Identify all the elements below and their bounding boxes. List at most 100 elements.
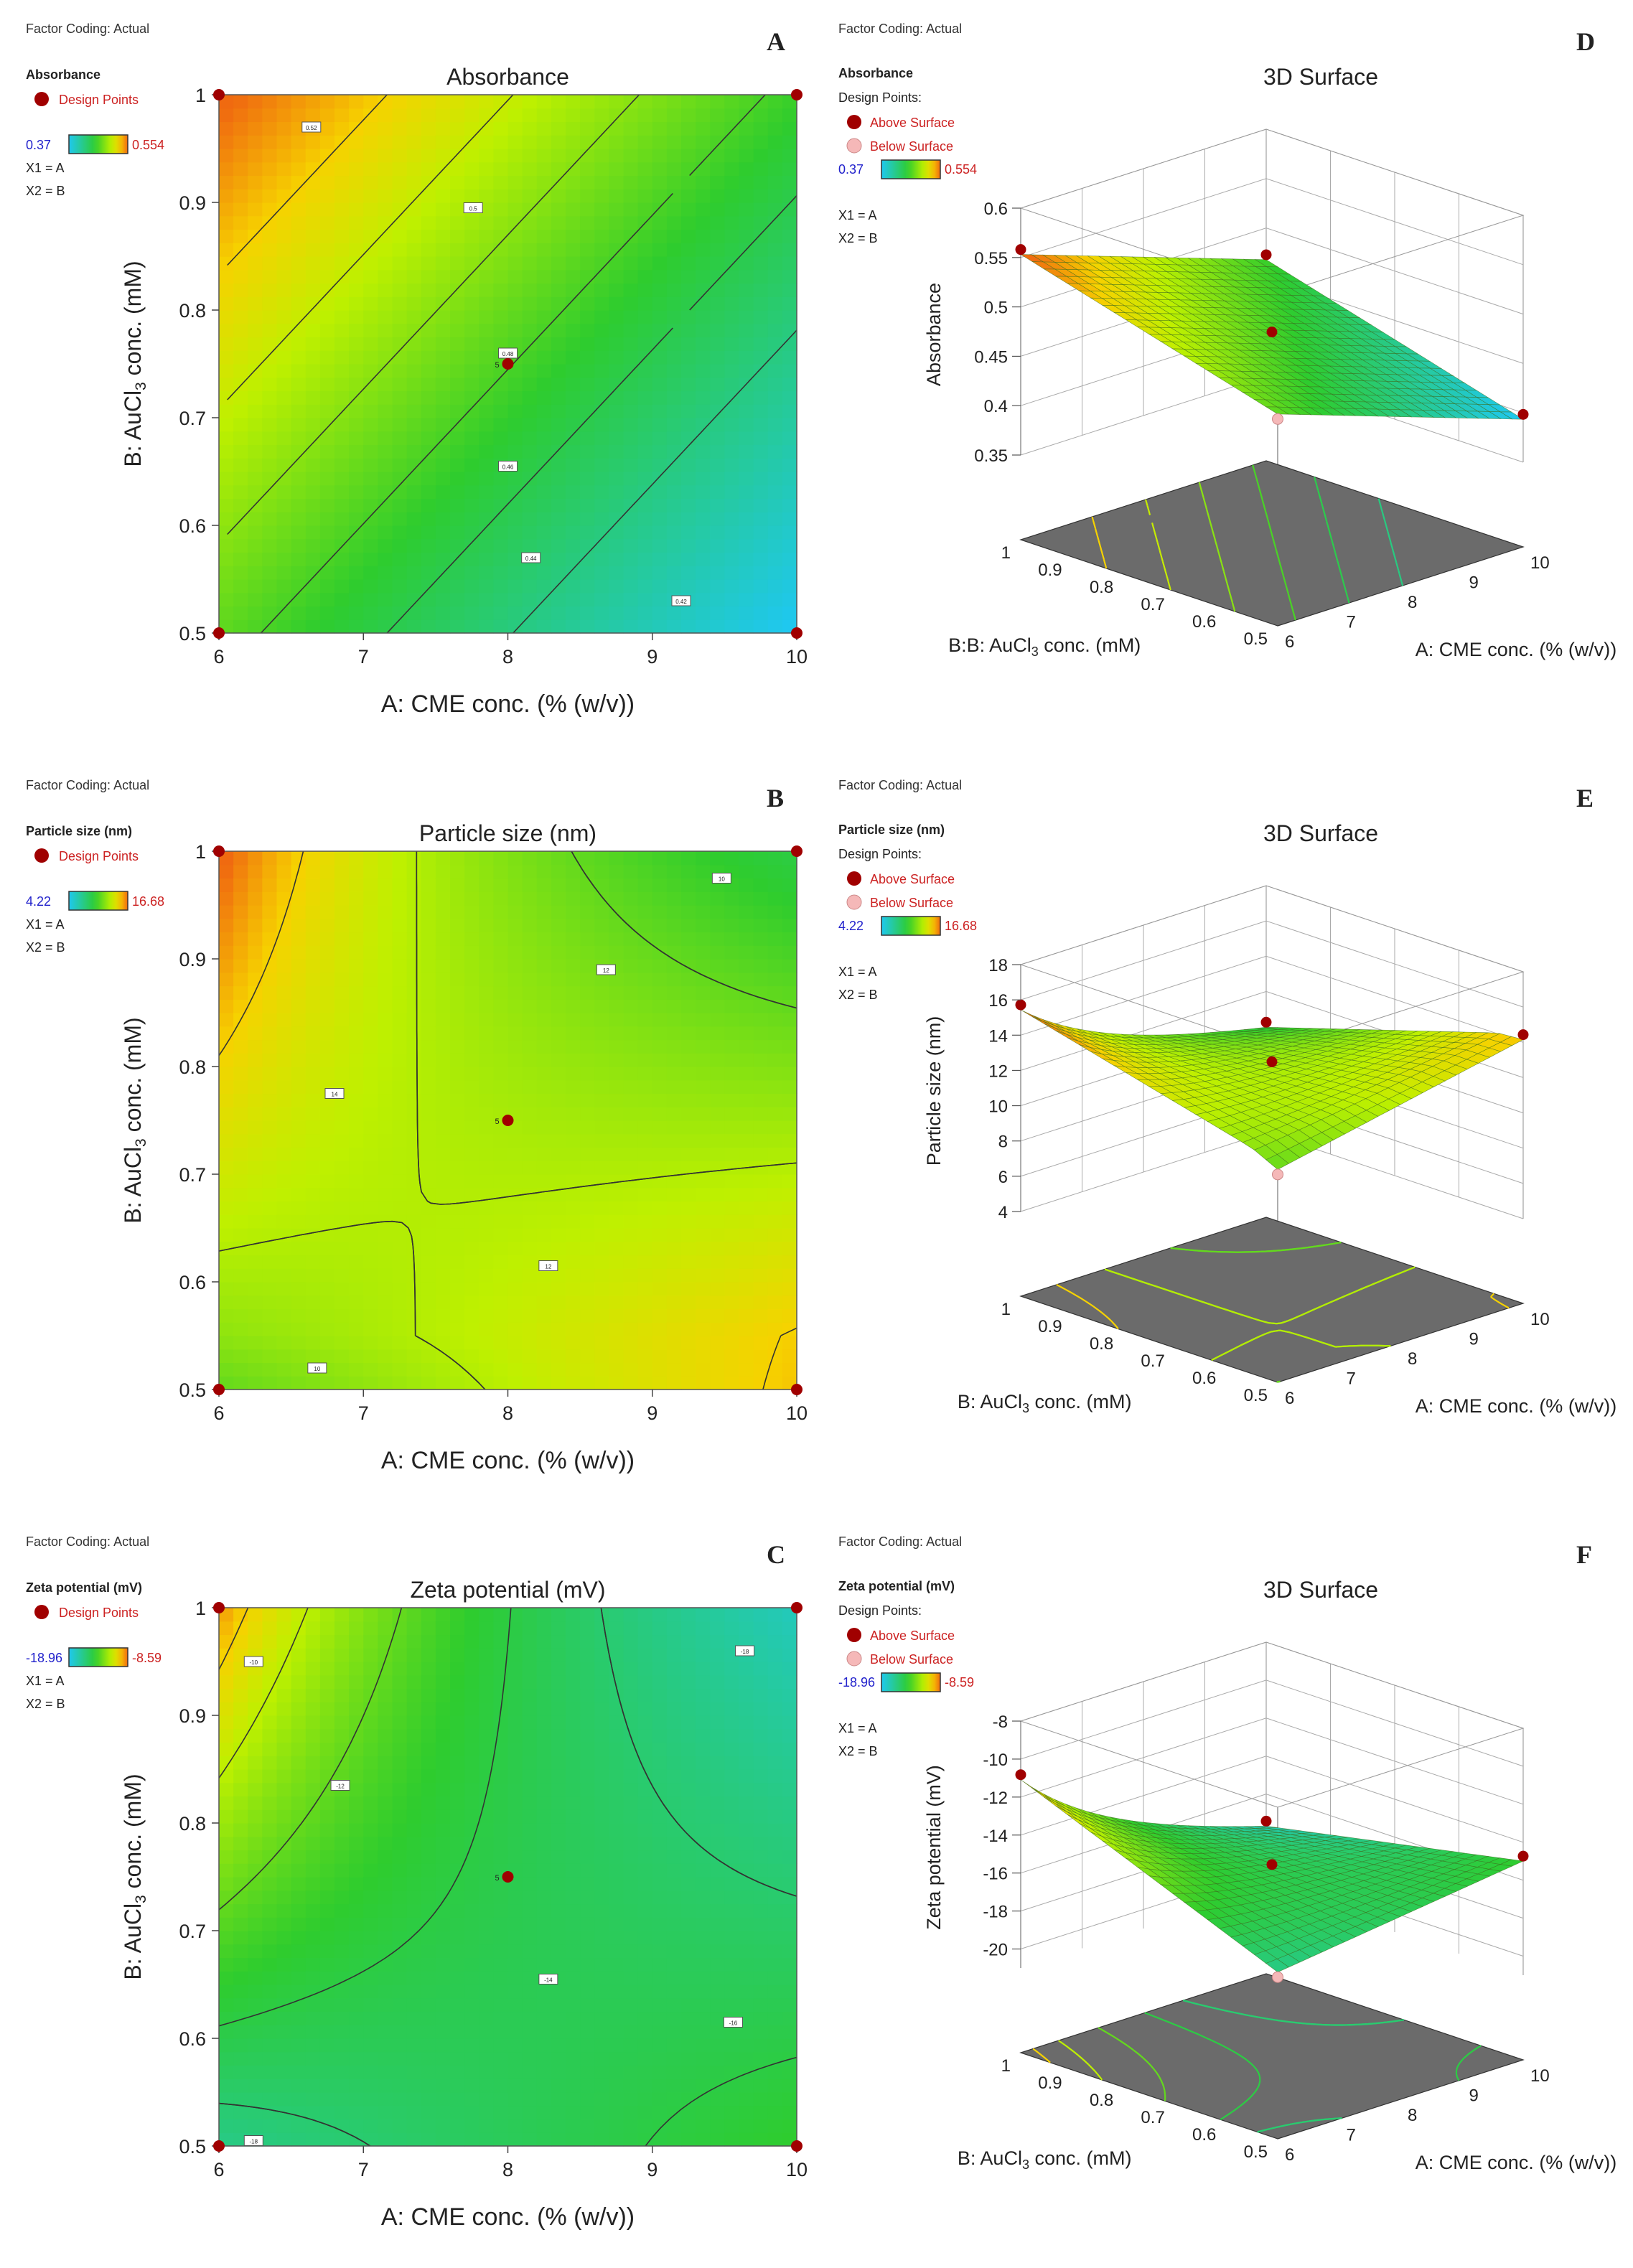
heatmap-cell	[522, 1863, 538, 1878]
heatmap-cell	[334, 1161, 350, 1175]
heatmap-cell	[551, 1756, 566, 1770]
heatmap-cell	[681, 525, 696, 540]
heatmap-cell	[710, 135, 725, 149]
heatmap-cell	[681, 121, 696, 136]
heatmap-cell	[580, 2132, 595, 2147]
heatmap-cell	[406, 215, 422, 230]
heatmap-cell	[291, 2038, 307, 2053]
heatmap-cell	[392, 1201, 408, 1215]
heatmap-cell	[753, 579, 769, 594]
heatmap-cell	[609, 2038, 624, 2053]
heatmap-cell	[305, 1903, 321, 1918]
heatmap-cell	[623, 619, 639, 634]
heatmap-cell	[739, 1985, 754, 1999]
heatmap-cell	[219, 1688, 234, 1702]
heatmap-cell	[406, 985, 422, 1000]
heatmap-cell	[724, 1214, 740, 1229]
heatmap-cell	[378, 1877, 393, 1891]
heatmap-cell	[450, 2105, 465, 2120]
heatmap-cell	[739, 1214, 754, 1229]
heatmap-cell	[536, 1039, 552, 1054]
heatmap-cell	[464, 364, 479, 378]
heatmap-cell	[594, 1026, 609, 1041]
heatmap-cell	[594, 1621, 609, 1636]
heatmap-cell	[219, 1161, 234, 1175]
heatmap-cell	[291, 1039, 307, 1054]
heatmap-cell	[378, 404, 393, 418]
heatmap-cell	[710, 1756, 725, 1770]
heatmap-cell	[739, 2132, 754, 2147]
heatmap-cell	[551, 1782, 566, 1797]
heatmap-cell	[219, 864, 234, 879]
heatmap-cell	[767, 1039, 783, 1054]
heatmap-cell	[782, 108, 797, 123]
heatmap-cell	[551, 1067, 566, 1081]
heatmap-cell	[493, 932, 509, 946]
heatmap-cell	[233, 959, 248, 973]
heatmap-cell	[406, 1674, 422, 1690]
heatmap-cell	[767, 444, 783, 459]
heatmap-cell	[536, 283, 552, 297]
heatmap-cell	[696, 2038, 711, 2053]
heatmap-cell	[637, 525, 653, 540]
heatmap-cell	[305, 1174, 321, 1189]
heatmap-cell	[406, 377, 422, 392]
heatmap-cell	[493, 1079, 509, 1095]
heatmap-cell	[594, 619, 609, 634]
heatmap-cell	[450, 512, 465, 526]
heatmap-cell	[291, 1796, 307, 1810]
heatmap-cell	[710, 1107, 725, 1121]
heatmap-cell	[637, 404, 653, 418]
heatmap-cell	[551, 1295, 566, 1310]
heatmap-cell	[378, 2065, 393, 2079]
heatmap-cell	[580, 579, 595, 594]
heatmap-cell	[450, 1957, 465, 1972]
heatmap-cell	[450, 999, 465, 1013]
heatmap-cell	[262, 2105, 278, 2120]
heatmap-cell	[319, 2132, 335, 2147]
heatmap-cell	[566, 1362, 581, 1377]
heatmap-cell	[507, 1093, 523, 1107]
heatmap-cell	[363, 1067, 378, 1081]
heatmap-cell	[551, 108, 566, 123]
heatmap-cell	[421, 864, 436, 879]
heatmap-cell	[551, 1796, 566, 1810]
heatmap-cell	[479, 189, 494, 203]
heatmap-cell	[319, 2119, 335, 2133]
heatmap-cell	[349, 1362, 364, 1377]
heatmap-cell	[291, 2065, 307, 2079]
heatmap-cell	[334, 1836, 350, 1851]
heatmap-cell	[406, 1067, 422, 1081]
heatmap-cell	[276, 444, 292, 459]
heatmap-cell	[363, 2051, 378, 2066]
heatmap-cell	[392, 202, 408, 217]
heatmap-cell	[305, 1688, 321, 1702]
heatmap-cell	[594, 592, 609, 607]
heatmap-cell	[349, 1079, 364, 1095]
heatmap-cell	[276, 256, 292, 271]
heatmap-cell	[609, 2079, 624, 2093]
heatmap-cell	[666, 1796, 682, 1810]
heatmap-cell	[580, 1688, 595, 1702]
heatmap-cell	[276, 1322, 292, 1336]
heatmap-cell	[219, 390, 234, 405]
heatmap-cell	[507, 2132, 523, 2147]
heatmap-cell	[479, 1039, 494, 1054]
heatmap-cell	[233, 1890, 248, 1905]
heatmap-cell	[276, 283, 292, 297]
heatmap-cell	[262, 1863, 278, 1878]
heatmap-cell	[291, 243, 307, 257]
heatmap-cell	[392, 95, 408, 109]
heatmap-cell	[681, 1702, 696, 1716]
heatmap-cell	[696, 390, 711, 405]
heatmap-cell	[652, 2105, 668, 2120]
heatmap-cell	[666, 2119, 682, 2133]
heatmap-cell	[248, 108, 263, 123]
heatmap-cell	[681, 606, 696, 620]
x-tick-label: 10	[786, 1402, 808, 1424]
heatmap-cell	[666, 484, 682, 500]
heatmap-cell	[580, 851, 595, 866]
heatmap-cell	[349, 1308, 364, 1323]
heatmap-cell	[233, 918, 248, 933]
heatmap-cell	[479, 592, 494, 607]
